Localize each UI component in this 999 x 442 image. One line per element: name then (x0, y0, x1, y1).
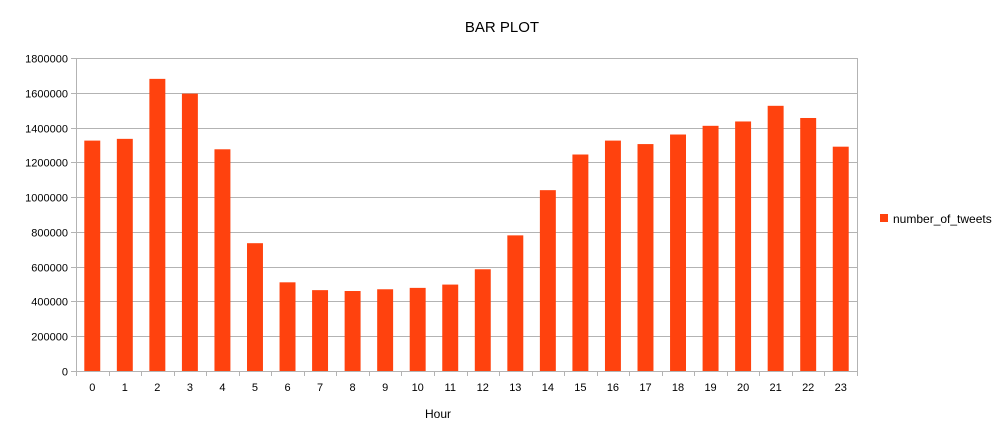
legend: number_of_tweets (880, 212, 992, 226)
bar (539, 190, 556, 371)
x-tick-label: 22 (802, 382, 814, 394)
bar (409, 287, 426, 371)
axes (76, 58, 858, 376)
legend-swatch (880, 214, 888, 222)
bar (637, 144, 654, 371)
x-tick-label: 23 (835, 382, 847, 394)
y-tick-label: 400000 (31, 297, 68, 309)
bar (279, 282, 296, 371)
x-tick-label: 7 (317, 382, 323, 394)
x-tick-label: 4 (219, 382, 225, 394)
y-tick-label: 1400000 (25, 124, 68, 136)
x-tick-label: 19 (704, 382, 716, 394)
x-tick-label: 11 (445, 382, 456, 394)
bar (247, 243, 263, 371)
bar (149, 78, 166, 372)
x-tick-label: 3 (187, 382, 193, 394)
y-tick-label: 800000 (31, 228, 68, 240)
bar (670, 134, 686, 371)
bar (604, 140, 621, 371)
x-tick-label: 21 (770, 382, 782, 394)
x-tick-labels: 0 1 2 3 4 5 6 7 8 9 10 11 12 13 14 15 16 17 18 19 20 21 22 23 (89, 382, 847, 394)
x-tick-label: 9 (382, 382, 388, 394)
bar (702, 125, 719, 371)
bars (84, 78, 849, 372)
bar (767, 105, 784, 371)
bar (84, 140, 101, 371)
grid-lines (71, 58, 857, 372)
y-tick-label: 1200000 (25, 158, 68, 170)
bar (474, 269, 491, 371)
bar (507, 235, 524, 371)
x-tick-label: 0 (89, 382, 95, 394)
x-tick-label: 14 (542, 382, 554, 394)
y-tick-label: 1600000 (25, 89, 68, 101)
bar (181, 93, 198, 372)
bar (312, 290, 329, 371)
bar (572, 154, 589, 371)
x-tick-label: 8 (350, 382, 356, 394)
x-tick-label: 17 (639, 382, 651, 394)
x-tick-label: 13 (509, 382, 521, 394)
x-tick-label: 1 (122, 382, 128, 394)
x-tick-label: 18 (672, 382, 684, 394)
bar (832, 146, 849, 371)
y-tick-labels: 0 200000 400000 600000 800000 1000000 1200000 1… (25, 54, 68, 379)
bar (377, 289, 394, 371)
x-tick-label: 2 (154, 382, 160, 394)
y-tick-label: 1800000 (25, 54, 68, 66)
bar (116, 138, 133, 371)
y-tick-label: 0 (62, 367, 68, 379)
x-tick-label: 5 (252, 382, 258, 394)
x-tick-label: 15 (574, 382, 586, 394)
y-tick-label: 1000000 (25, 193, 68, 205)
y-tick-label: 200000 (31, 332, 68, 344)
x-tick-label: 10 (412, 382, 424, 394)
bar (735, 121, 752, 371)
bar (214, 149, 231, 371)
x-tick-label: 16 (607, 382, 619, 394)
x-tick-label: 12 (477, 382, 489, 394)
legend-label: number_of_tweets (893, 212, 992, 226)
chart-title: BAR PLOT (465, 19, 539, 36)
bar (344, 291, 361, 371)
y-tick-label: 600000 (31, 263, 68, 275)
x-tick-label: 20 (737, 382, 749, 394)
bar (800, 117, 817, 372)
x-axis-title: Hour (425, 407, 451, 421)
x-tick-label: 6 (284, 382, 290, 394)
bar (442, 284, 459, 371)
